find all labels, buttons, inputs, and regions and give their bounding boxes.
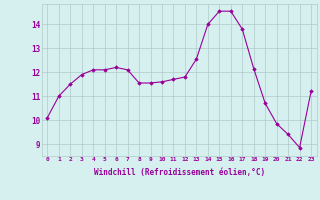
X-axis label: Windchill (Refroidissement éolien,°C): Windchill (Refroidissement éolien,°C) xyxy=(94,168,265,177)
